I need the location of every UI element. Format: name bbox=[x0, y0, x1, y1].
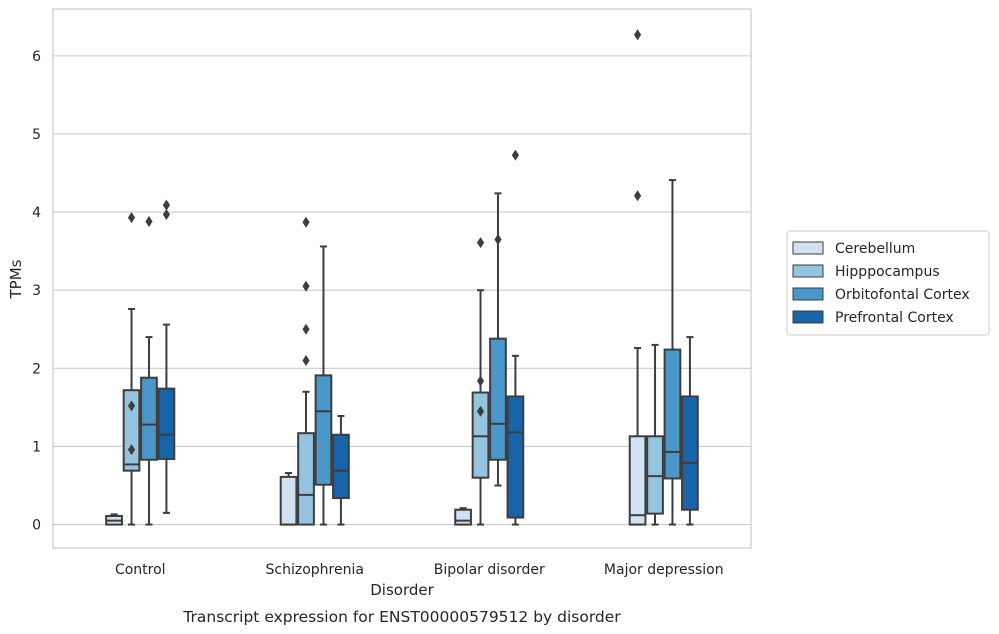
box-orbitofontal-cortex bbox=[140, 215, 158, 526]
box-cerebellum bbox=[454, 507, 472, 526]
box-prefrontal-cortex bbox=[157, 199, 176, 514]
box-iqr bbox=[454, 508, 472, 526]
box-orbitofontal-cortex bbox=[489, 192, 507, 487]
y-tick-label: 4 bbox=[32, 205, 41, 221]
outlier-point bbox=[633, 29, 642, 41]
legend-entry: Orbitofontal Cortex bbox=[835, 287, 970, 303]
outlier-point bbox=[633, 190, 642, 202]
y-tick-label: 6 bbox=[32, 49, 41, 65]
x-tick-label: Bipolar disorder bbox=[434, 562, 545, 578]
box-hipppocampus bbox=[646, 343, 664, 526]
outlier-point bbox=[476, 375, 485, 387]
box-iqr bbox=[506, 395, 525, 519]
legend-swatch bbox=[792, 241, 824, 255]
y-tick-label: 1 bbox=[32, 439, 41, 455]
box-prefrontal-cortex bbox=[506, 149, 525, 526]
box-iqr bbox=[663, 348, 682, 480]
box-iqr bbox=[122, 389, 141, 472]
outlier-point bbox=[511, 149, 520, 161]
legend-entry: Prefrontal Cortex bbox=[835, 310, 954, 326]
box-iqr bbox=[332, 433, 350, 500]
box-iqr bbox=[157, 387, 176, 460]
x-tick-label: Schizophrenia bbox=[266, 562, 364, 578]
box-hipppocampus bbox=[122, 212, 141, 526]
x-tick-label: Control bbox=[115, 562, 166, 578]
box-cerebellum bbox=[105, 513, 123, 526]
legend-swatch bbox=[792, 287, 824, 301]
legend-entry: Cerebellum bbox=[835, 241, 915, 257]
box-iqr bbox=[681, 395, 699, 511]
box-iqr bbox=[297, 432, 315, 526]
outlier-point bbox=[302, 280, 310, 292]
outlier-point bbox=[145, 215, 153, 227]
x-axis-ticks: Control Schizophrenia Bipolar disorder Majo… bbox=[115, 562, 724, 578]
outlier-point bbox=[302, 323, 310, 335]
x-axis-label: Disorder bbox=[370, 581, 434, 599]
box-cerebellum bbox=[628, 29, 647, 526]
box-cerebellum bbox=[279, 472, 298, 526]
y-tick-label: 5 bbox=[32, 127, 41, 143]
box-iqr bbox=[628, 435, 647, 526]
box-prefrontal-cortex bbox=[681, 336, 699, 526]
box-iqr bbox=[489, 337, 507, 461]
outlier-point bbox=[127, 444, 136, 456]
outlier-point bbox=[302, 216, 310, 228]
box-iqr bbox=[279, 475, 298, 526]
outlier-point bbox=[476, 405, 485, 417]
box-iqr bbox=[314, 374, 333, 486]
legend-frame bbox=[786, 230, 990, 336]
legend: Cerebellum Hipppocampus Orbitofontal Corte… bbox=[786, 230, 990, 336]
box-iqr bbox=[140, 376, 158, 461]
chart-caption: Transcript expression for ENST0000057951… bbox=[182, 608, 621, 626]
box-orbitofontal-cortex bbox=[663, 179, 682, 526]
outlier-point bbox=[127, 400, 136, 412]
y-tick-label: 2 bbox=[32, 361, 41, 377]
outlier-point bbox=[162, 199, 171, 211]
box-orbitofontal-cortex bbox=[314, 245, 333, 526]
y-tick-label: 3 bbox=[32, 283, 41, 299]
legend-swatch bbox=[792, 264, 824, 278]
outlier-point bbox=[302, 355, 310, 367]
box-prefrontal-cortex bbox=[332, 414, 350, 526]
x-tick-label: Major depression bbox=[604, 562, 724, 578]
y-axis-ticks: 0 1 2 3 4 5 6 bbox=[32, 49, 41, 534]
y-axis-label: TPMs bbox=[7, 259, 25, 299]
plot-frame bbox=[52, 8, 752, 549]
box-groups bbox=[105, 29, 699, 526]
box-hipppocampus bbox=[471, 237, 490, 526]
legend-entry: Hipppocampus bbox=[835, 264, 940, 280]
outlier-point bbox=[494, 233, 502, 245]
box-iqr bbox=[646, 435, 664, 515]
y-tick-label: 0 bbox=[32, 518, 41, 534]
outlier-point bbox=[127, 212, 136, 224]
legend-swatch bbox=[792, 310, 824, 324]
outlier-point bbox=[162, 208, 171, 220]
outlier-point bbox=[476, 237, 485, 249]
box-iqr bbox=[471, 391, 490, 479]
box-hipppocampus bbox=[297, 216, 315, 526]
